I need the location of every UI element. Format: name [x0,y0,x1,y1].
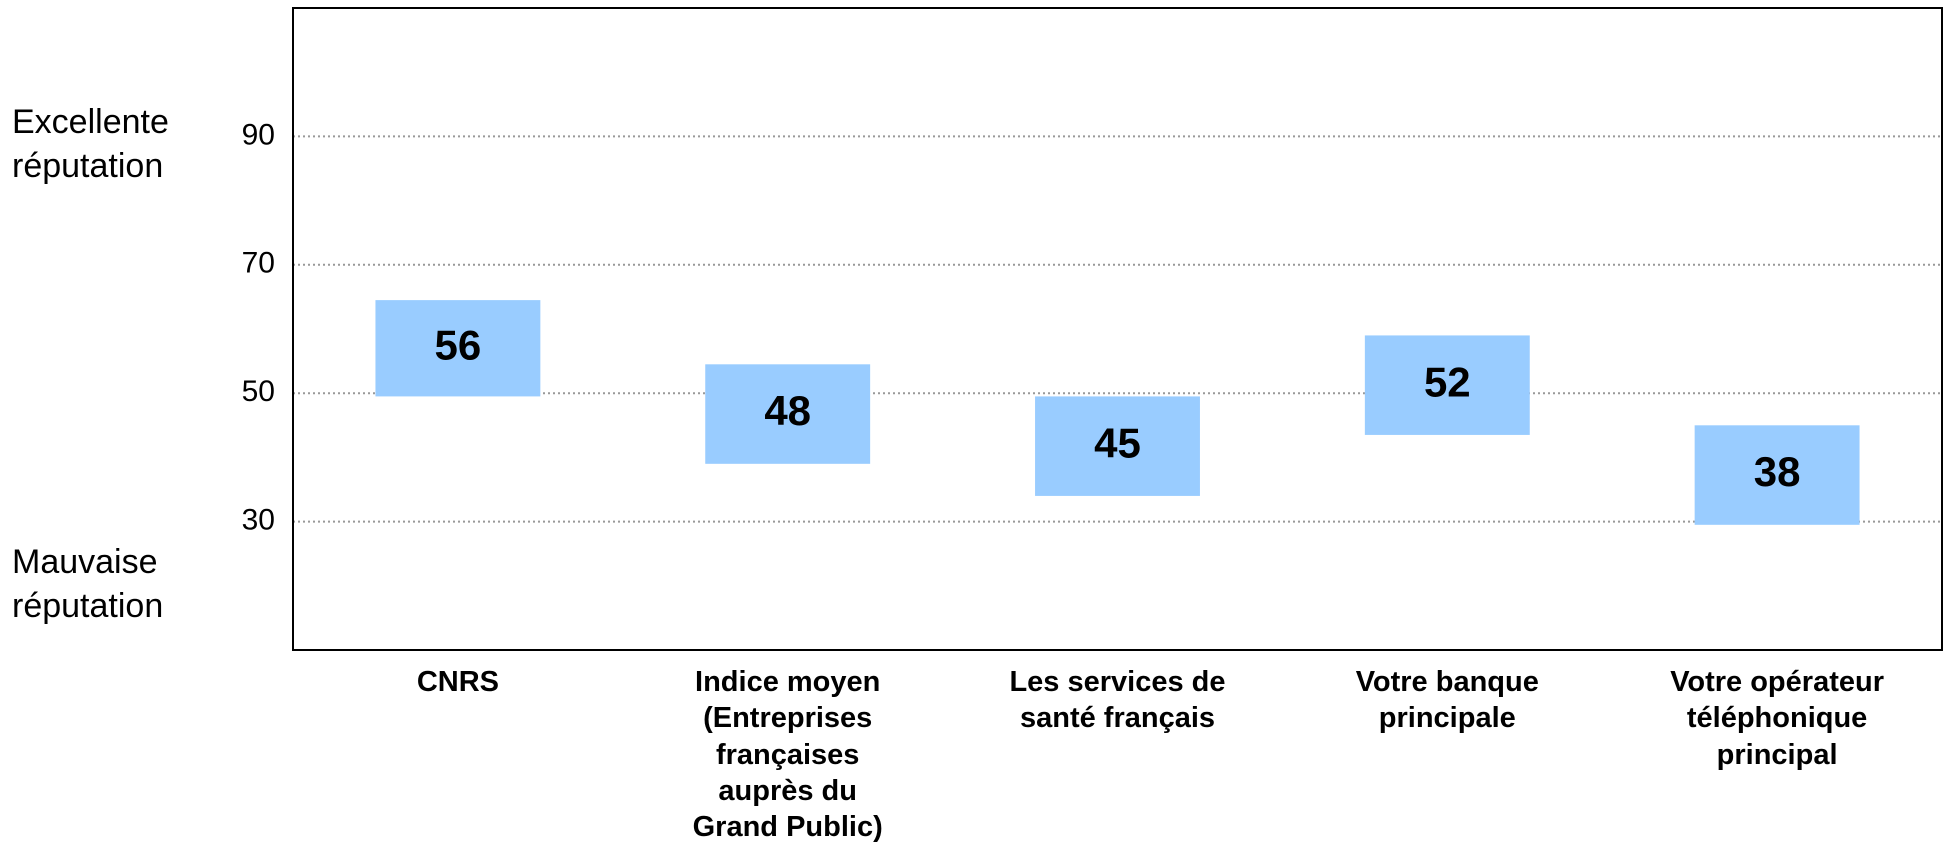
y-tick-label: 70 [242,247,275,280]
x-tick-label: Indice moyen (Entreprises françaises aup… [692,666,883,843]
data-label: 38 [1754,448,1801,495]
bar [1364,335,1530,435]
bar [375,300,541,397]
annotation: Excellente réputation [12,103,169,186]
bar [705,364,871,464]
data-label: 48 [764,387,811,434]
y-tick-label: 90 [242,118,275,151]
data-label: 56 [435,321,482,368]
annotation: Mauvaise réputation [12,543,164,626]
x-tick-label: CNRS [416,666,499,698]
bar [1694,425,1860,525]
x-tick-label: Votre banque principale [1355,666,1539,735]
data-label: 45 [1094,419,1141,466]
plot-frame [292,7,1943,651]
y-tick-label: 50 [242,375,275,408]
x-tick-label: Les services de santé français [1009,666,1226,735]
bar [1035,396,1200,496]
x-tick-label: Votre opérateur téléphonique principal [1670,666,1884,771]
data-label: 52 [1424,358,1471,405]
y-tick-label: 30 [242,504,275,537]
